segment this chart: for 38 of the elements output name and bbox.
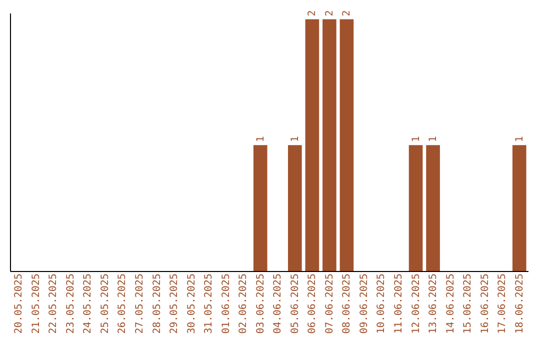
data-label: 2 — [342, 10, 353, 16]
x-tick-label: 23.05.2025 — [65, 274, 76, 334]
x-tick-label: 10.06.2025 — [376, 274, 388, 334]
data-label: 1 — [255, 136, 266, 142]
x-tick-label: 02.06.2025 — [238, 274, 250, 334]
data-label: 2 — [324, 10, 336, 16]
x-tick-label: 17.06.2025 — [497, 274, 508, 334]
x-tick-label: 24.05.2025 — [82, 274, 94, 334]
data-label: 1 — [410, 136, 422, 142]
x-tick-label: 30.05.2025 — [186, 274, 198, 334]
x-tick-label: 01.06.2025 — [220, 274, 232, 334]
x-tick-label: 31.05.2025 — [204, 274, 215, 334]
x-tick-label: 28.05.2025 — [152, 274, 163, 334]
x-tick-label: 11.06.2025 — [394, 274, 404, 334]
data-label: 1 — [514, 136, 526, 142]
x-tick-label: 16.06.2025 — [480, 274, 491, 334]
x-tick-label: 27.05.2025 — [134, 274, 146, 334]
x-tick-label: 21.05.2025 — [30, 274, 42, 334]
data-label: 1 — [290, 136, 301, 142]
x-tick-label: 13.06.2025 — [428, 274, 440, 334]
x-tick-label: 12.06.2025 — [410, 274, 422, 334]
x-tick-label: 09.06.2025 — [358, 274, 370, 334]
x-tick-label: 26.05.2025 — [117, 274, 128, 334]
x-tick-label: 03.06.2025 — [255, 274, 266, 334]
x-tick-label: 14.06.2025 — [445, 274, 456, 334]
data-label: 2 — [307, 10, 318, 16]
x-tick-label: 20.05.2025 — [14, 274, 25, 334]
x-tick-label: 18.06.2025 — [514, 274, 526, 334]
x-tick-label: 08.06.2025 — [342, 274, 353, 334]
x-tick-label: 22.05.2025 — [48, 274, 60, 334]
x-tick-label: 25.05.2025 — [100, 274, 111, 334]
x-tick-label: 29.05.2025 — [169, 274, 180, 334]
x-tick-label: 04.06.2025 — [272, 274, 284, 334]
x-tick-label: 15.06.2025 — [462, 274, 474, 334]
x-tick-label: 07.06.2025 — [324, 274, 336, 334]
x-tick-label: 06.06.2025 — [307, 274, 318, 334]
data-label: 1 — [428, 136, 440, 142]
x-tick-label: 05.06.2025 — [290, 274, 301, 334]
